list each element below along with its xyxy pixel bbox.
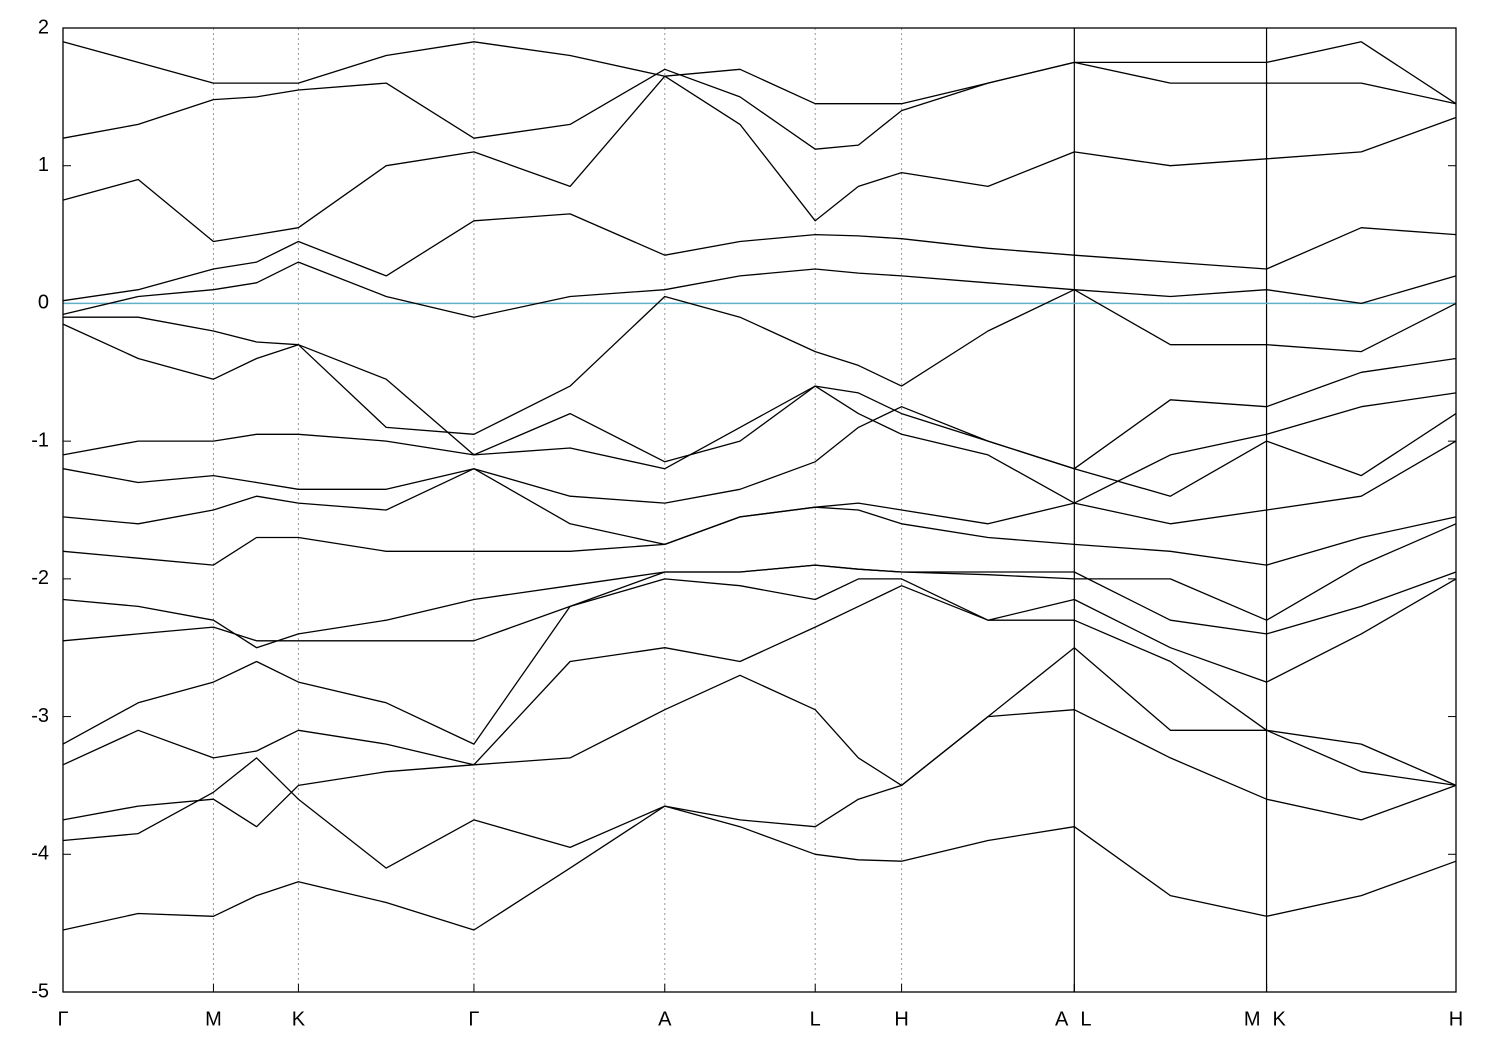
x-tick-label: K [292, 1008, 306, 1030]
band [62, 323, 1457, 470]
x-tick-label: M [1244, 1008, 1261, 1030]
y-tick-label: 2 [38, 16, 49, 38]
band [62, 385, 1457, 504]
y-tick-label: -4 [31, 843, 49, 865]
x-tick-label: A [658, 1008, 672, 1030]
x-tick-label: K [1273, 1008, 1287, 1030]
band [62, 61, 1457, 150]
y-tick-label: -3 [31, 705, 49, 727]
band [62, 75, 1457, 243]
y-tick-label: -5 [31, 980, 49, 1002]
x-tick-label: M [205, 1008, 222, 1030]
band [62, 41, 1457, 105]
band [62, 585, 1457, 786]
x-tick-label: H [1449, 1008, 1463, 1030]
band [62, 523, 1457, 649]
band [62, 261, 1457, 318]
band [62, 213, 1457, 302]
band [62, 440, 1457, 546]
x-tick-label: Γ [468, 1008, 479, 1030]
band [62, 647, 1457, 828]
band [62, 578, 1457, 745]
y-tick-label: -2 [31, 567, 49, 589]
x-tick-label: L [810, 1008, 821, 1030]
band [62, 709, 1457, 869]
x-tick-label: H [894, 1008, 908, 1030]
y-tick-label: 1 [38, 154, 49, 176]
plot-frame [62, 27, 1457, 993]
y-tick-label: 0 [38, 292, 49, 314]
band [62, 805, 1457, 931]
band [62, 406, 1457, 504]
y-tick-label: -1 [31, 429, 49, 451]
x-tick-label: L [1080, 1008, 1091, 1030]
band [63, 289, 1457, 435]
x-tick-label: A [1055, 1008, 1069, 1030]
x-tick-label: Γ [57, 1008, 68, 1030]
